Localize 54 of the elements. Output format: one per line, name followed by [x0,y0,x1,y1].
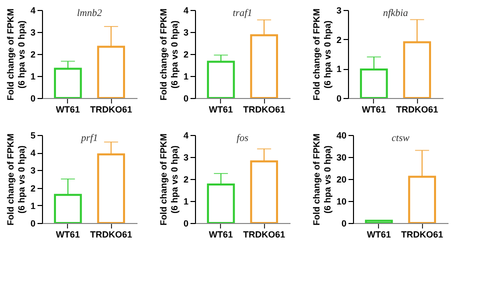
x-tick-label: WT61 [366,230,391,240]
x-tick-label: TRDKO61 [243,104,286,114]
y-axis-title: Fold change of FPKM (6 hpa vs 0 hpa) [5,134,26,226]
y-tick-label: 3 [336,6,342,16]
y-axis-title: Fold change of FPKM (6 hpa vs 0 hpa) [5,8,26,100]
y-axis-title: Fold change of FPKM (6 hpa vs 0 hpa) [158,8,180,100]
y-tick-label: 0 [341,218,346,228]
x-tick-label: WT61 [56,230,80,240]
y-axis-title: Fold change of FPKM (6 hpa vs 0 hpa) [158,134,180,226]
y-tick-label: 3 [183,152,188,162]
y-tick-label: 2 [30,50,36,60]
y-tick-label: 2 [30,183,36,194]
y-tick-label: 4 [183,130,188,140]
y-tick-label: 3 [30,166,36,176]
y-tick-label: 0 [183,218,188,228]
y-tick-label: 3 [183,28,188,38]
y-tick-label: 4 [30,148,36,158]
y-tick-label: 4 [30,6,36,16]
y-tick-label: 10 [336,196,346,206]
chart-title: ctsw [392,133,410,144]
y-tick-label: 1 [336,64,342,74]
x-tick-label: WT61 [362,104,386,114]
y-tick-label: 1 [30,200,36,211]
x-tick-label: TRDKO61 [401,230,444,240]
chart-title: traf1 [232,8,252,19]
y-tick-label: 2 [183,174,188,184]
y-axis-title: Fold change of FPKM (6 hpa vs 0 hpa) [311,134,332,226]
y-tick-label: 0 [336,94,342,104]
y-tick-label: 1 [183,196,188,206]
x-tick-label: WT61 [56,104,80,114]
chart-title: prf1 [80,133,98,144]
x-tick-label: TRDKO61 [90,230,132,240]
y-tick-label: 20 [336,174,346,184]
chart-title: lmnb2 [77,8,102,19]
x-tick-label: WT61 [208,230,233,240]
y-tick-label: 5 [30,130,36,140]
y-tick-label: 30 [336,152,346,162]
x-tick-label: TRDKO61 [396,104,438,114]
y-axis-title: Fold change of FPKM (6 hpa vs 0 hpa) [311,8,332,100]
y-tick-label: 1 [183,72,188,82]
y-tick-label: 40 [336,130,346,140]
y-tick-label: 4 [183,6,188,16]
x-tick-label: WT61 [208,104,233,114]
y-tick-label: 2 [183,50,188,60]
y-tick-label: 3 [30,28,36,38]
y-tick-label: 2 [336,34,342,45]
y-tick-label: 0 [30,218,36,228]
y-tick-label: 1 [30,72,36,82]
y-tick-label: 0 [30,94,36,104]
chart-title: fos [236,133,248,144]
y-tick-label: 0 [183,94,188,104]
x-tick-label: TRDKO61 [243,230,286,240]
chart-title: nfkbia [383,8,408,19]
x-tick-label: TRDKO61 [90,104,132,114]
